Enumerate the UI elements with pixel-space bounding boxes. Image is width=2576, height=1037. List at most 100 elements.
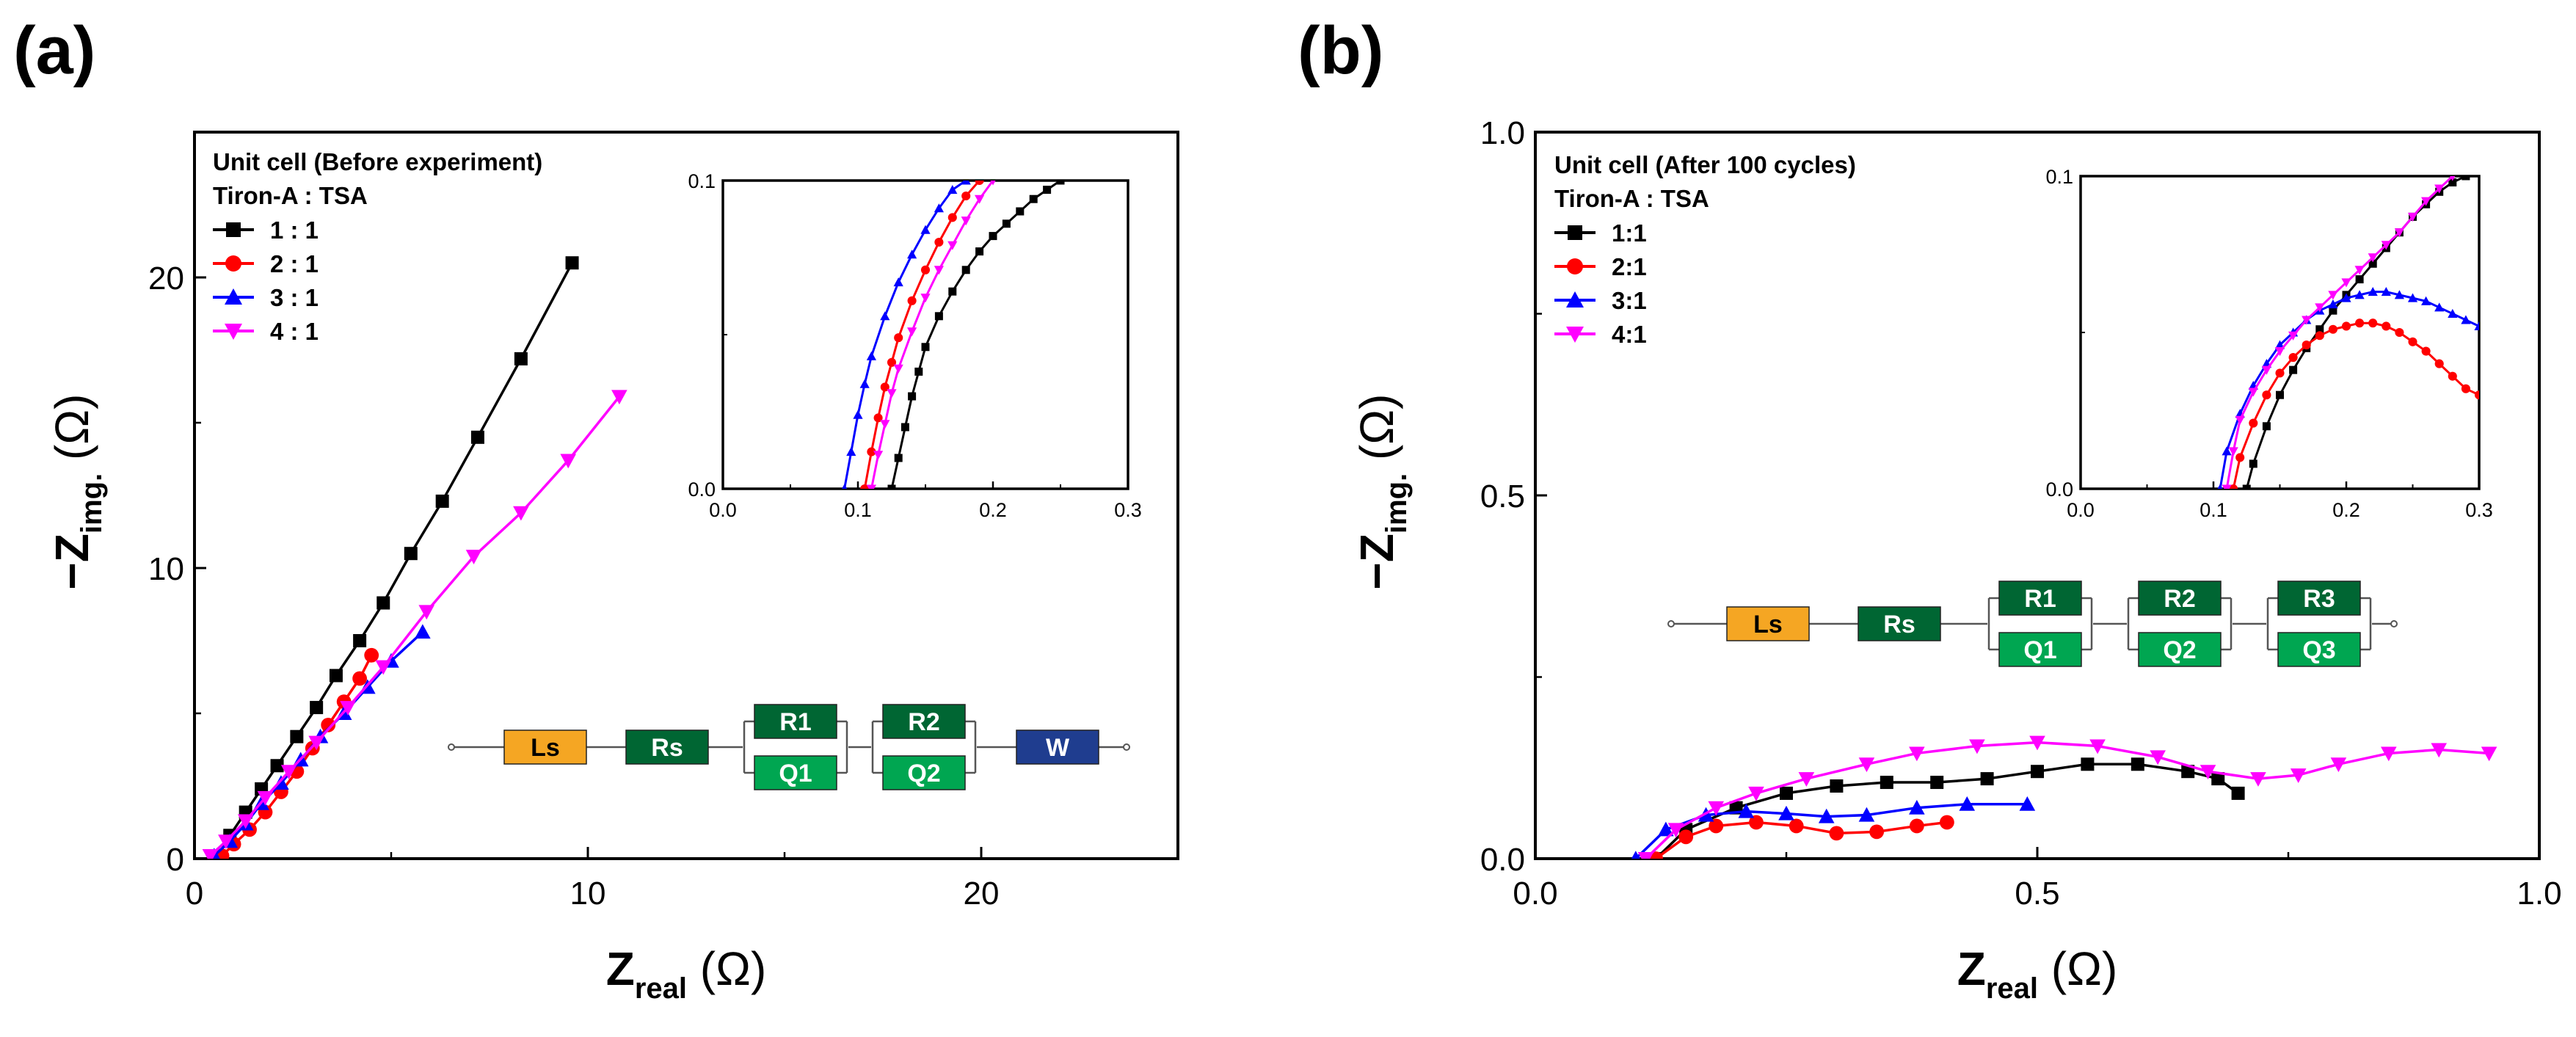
legend-label: 4:1 bbox=[1612, 321, 1647, 348]
inset-series-3-point bbox=[2381, 241, 2391, 250]
inset-series-0-point bbox=[1002, 219, 1011, 228]
inset-series-1-point bbox=[2302, 340, 2311, 350]
inset-series-2-point bbox=[2368, 287, 2378, 296]
inset-series-0-point bbox=[2276, 390, 2284, 399]
inset-frame bbox=[2079, 175, 2481, 490]
main-series-3-point bbox=[418, 605, 435, 620]
inset-series-1-point bbox=[2275, 368, 2285, 378]
circuit-parallel-wire bbox=[2266, 597, 2372, 651]
circuit-element-R2 bbox=[2138, 581, 2222, 616]
circuit-terminal bbox=[2390, 620, 2398, 627]
legend-subtitle: Tiron-A : TSA bbox=[213, 182, 368, 209]
main-series-0-point bbox=[2211, 772, 2225, 786]
inset-series-2-point bbox=[2421, 296, 2431, 305]
inset-series-3-point bbox=[2450, 176, 2456, 181]
legend-label: 3:1 bbox=[1612, 287, 1647, 314]
y-axis-title-unit: (Ω) bbox=[46, 394, 98, 473]
main-series-3-point bbox=[2381, 746, 2397, 762]
inset-x-tick-label: 0.0 bbox=[709, 499, 737, 521]
plot-data bbox=[202, 256, 627, 859]
plot-data bbox=[1631, 735, 2497, 859]
legend-title: Unit cell (After 100 cycles) bbox=[1554, 151, 1856, 178]
legend-marker bbox=[1566, 327, 1584, 343]
main-series-0-line bbox=[1654, 763, 2239, 859]
main-series-0-point bbox=[565, 256, 579, 270]
inset-series-2-point bbox=[907, 250, 917, 259]
circuit-parallel-wire bbox=[2127, 597, 2233, 651]
inset-series-0-point bbox=[2262, 422, 2271, 431]
inset-series-3-point bbox=[2222, 484, 2232, 489]
inset-data bbox=[841, 181, 1065, 489]
main-series-2-point bbox=[1818, 808, 1835, 823]
inset-series-3-point bbox=[975, 194, 985, 204]
inset-series-3-point bbox=[907, 327, 917, 337]
inset-y-tick-label: 0.1 bbox=[2045, 166, 2073, 188]
main-series-3-point bbox=[1969, 739, 1985, 754]
circuit-element-Ls bbox=[1726, 606, 1810, 641]
circuit-label-R2: R2 bbox=[2164, 585, 2195, 613]
inset-series-0-point bbox=[914, 367, 923, 376]
x-axis-title: Zreal (Ω) bbox=[1957, 942, 2118, 1005]
inset-y-tick-label: 0.0 bbox=[688, 479, 716, 501]
x-axis-title-unit: (Ω) bbox=[2038, 942, 2117, 995]
inset-series-3-point bbox=[2341, 278, 2351, 288]
inset-x-tick-label: 0.1 bbox=[2200, 499, 2227, 521]
main-series-3-point bbox=[308, 735, 324, 751]
main-series-1-point bbox=[1678, 829, 1694, 845]
circuit-element-Q1 bbox=[1998, 632, 2082, 667]
inset-series-0-point bbox=[1029, 194, 1038, 203]
inset-series-1-point bbox=[2461, 384, 2470, 393]
inset-series-3-point bbox=[880, 420, 890, 429]
inset-series-2-point bbox=[2222, 446, 2232, 456]
inset-series-1-point bbox=[2408, 337, 2417, 346]
main-series-0-point bbox=[329, 669, 343, 683]
main-series-3-point bbox=[2481, 746, 2497, 762]
main-series-0-point bbox=[290, 729, 304, 743]
inset-series-1-point bbox=[2448, 371, 2457, 381]
inset-series-2-point bbox=[846, 447, 856, 456]
inset-series-3-point bbox=[2302, 316, 2312, 325]
inset-series-3-point bbox=[2274, 347, 2285, 357]
legend-marker bbox=[1566, 291, 1584, 308]
main-series-0-point bbox=[1930, 776, 1944, 790]
main-series-3-point bbox=[1909, 746, 1925, 762]
main-series-0-point bbox=[470, 430, 484, 444]
circuit-label-Q3: Q3 bbox=[2302, 636, 2335, 664]
y-axis-title: −Zimg. (Ω) bbox=[46, 394, 108, 590]
main-series-1-point bbox=[321, 717, 336, 732]
inset-x-tick-label: 0.2 bbox=[979, 499, 1007, 521]
legend-subtitle: Tiron-A : TSA bbox=[1554, 185, 1709, 212]
panel-label: (a) bbox=[13, 13, 95, 88]
inset-series-3-point bbox=[2421, 197, 2431, 206]
inset-series-2-point bbox=[920, 225, 931, 234]
inset-series-2-point bbox=[866, 351, 876, 360]
circuit-element-Q3 bbox=[2277, 632, 2361, 667]
inset-series-3-point bbox=[990, 181, 996, 186]
circuit-label-R1: R1 bbox=[2024, 585, 2056, 613]
legend-label: 3 : 1 bbox=[270, 284, 319, 311]
main-series-3-point bbox=[2200, 765, 2216, 779]
circuit-label-Q1: Q1 bbox=[2023, 636, 2056, 664]
inset-series-3-point bbox=[866, 484, 876, 489]
circuit-label-Rs: Rs bbox=[651, 734, 683, 762]
circuit-label-R3: R3 bbox=[2303, 585, 2335, 613]
inset-series-1-point bbox=[2434, 359, 2444, 368]
inset-series-0-point bbox=[2462, 176, 2470, 181]
main-series-2-line bbox=[1634, 803, 2028, 859]
circuit-label-Rs: Rs bbox=[1883, 611, 1915, 638]
inset-series-3-point bbox=[2394, 228, 2404, 238]
inset-series-1-point bbox=[2315, 331, 2324, 341]
x-axis-title-sub: real bbox=[635, 972, 687, 1005]
main-series-3-point bbox=[513, 506, 529, 521]
inset-series-3-point bbox=[2228, 447, 2238, 456]
legend-label: 1:1 bbox=[1612, 219, 1647, 247]
inset-series-3-point bbox=[920, 294, 931, 303]
inset-series-3-point bbox=[893, 364, 903, 374]
main-series-2-point bbox=[1778, 805, 1794, 820]
circuit-element-R1 bbox=[754, 704, 837, 739]
circuit-parallel-wire bbox=[743, 720, 848, 774]
main-series-1-point bbox=[1909, 818, 1924, 834]
inset-series-0-point bbox=[2448, 178, 2457, 187]
inset-series-1-point bbox=[2341, 321, 2351, 331]
